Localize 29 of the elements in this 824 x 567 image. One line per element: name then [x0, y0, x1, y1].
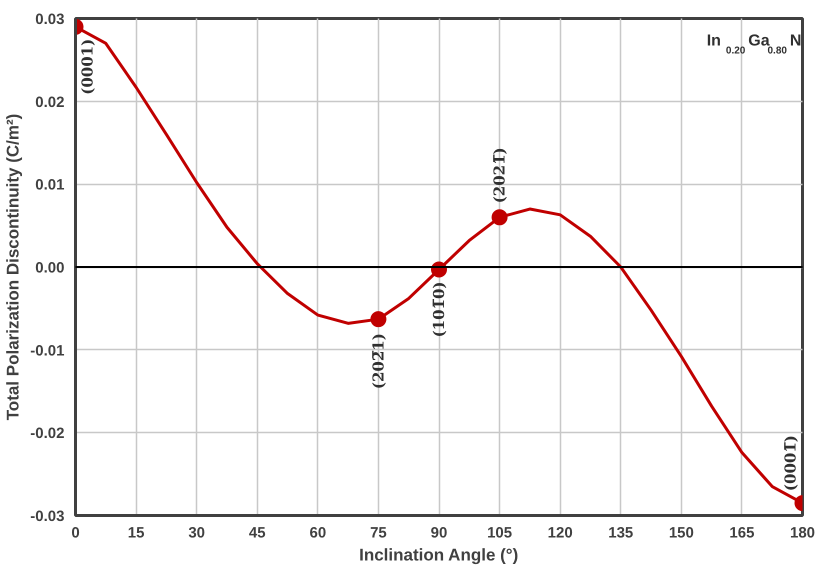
y-tick-label: 0.00	[35, 260, 65, 276]
x-tick-label: 90	[430, 524, 448, 542]
point	[492, 209, 508, 226]
annotation: (202̅1)	[369, 333, 388, 390]
y-tick-label: 0.02	[35, 94, 65, 111]
annotation: (2021̅)	[490, 147, 509, 204]
y-tick-label: 0.01	[35, 176, 65, 194]
x-tick-label: 75	[370, 524, 387, 542]
y-tick-label: -0.01	[30, 342, 65, 360]
x-tick-label: 105	[487, 524, 512, 542]
x-tick-label: 165	[729, 524, 754, 542]
annotation: (101̅0)	[430, 281, 448, 338]
x-tick-label: 15	[128, 524, 144, 542]
x-tick-label: 150	[668, 524, 694, 542]
y-tick-label: -0.02	[30, 425, 65, 442]
x-tick-label: 0	[71, 524, 80, 542]
y-axis-title: Total Polarization Discontinuity (C/m²)	[3, 114, 22, 420]
x-tick-label: 135	[608, 524, 634, 542]
annotation: (0001̅)	[782, 435, 800, 492]
point	[370, 311, 386, 328]
x-tick-label: 60	[309, 524, 326, 542]
x-tick-label: 30	[188, 524, 206, 542]
x-tick-label: 120	[548, 524, 573, 542]
x-tick-label: 180	[790, 524, 816, 542]
y-tick-label: 0.03	[35, 11, 65, 28]
annotation: (0001)	[78, 38, 96, 95]
x-axis-title: Inclination Angle (°)	[359, 546, 518, 564]
x-tick-label: 45	[248, 524, 266, 542]
y-tick-label: -0.03	[30, 508, 65, 525]
